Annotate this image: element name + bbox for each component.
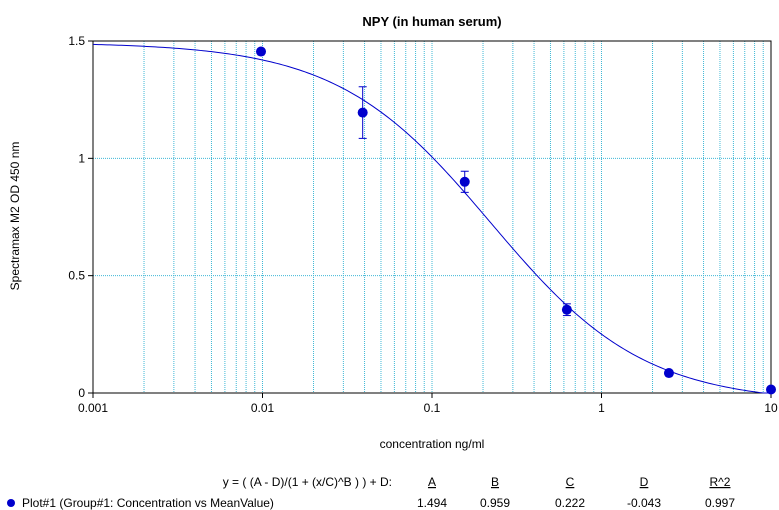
fit-parameters: A 1.494 B 0.959 C 0.222 D -0.043 R^2 0.997 [417,475,735,510]
param-value: 0.222 [555,496,585,510]
param-header: B [491,475,499,489]
fit-equation: y = ( (A - D)/(1 + (x/C)^B ) ) + D: [223,475,392,489]
grid [93,41,771,393]
param-value: 1.494 [417,496,447,510]
data-points [256,46,776,395]
data-point [459,176,470,187]
y-axis-label: Spectramax M2 OD 450 nm [8,142,22,291]
data-point [357,107,368,118]
param-value: -0.043 [627,496,661,510]
fit-curve [92,43,771,394]
legend-marker [7,499,15,507]
x-tick-label: 0.1 [424,401,441,415]
param-value: 0.959 [480,496,510,510]
y-tick-label: 0 [78,386,85,400]
legend-series-name: Plot#1 (Group#1: Concentration vs MeanVa… [22,496,274,510]
x-tick-label: 0.01 [251,401,275,415]
chart-title: NPY (in human serum) [362,14,501,29]
y-tick-label: 0.5 [68,269,85,283]
x-tick-label: 1 [598,401,605,415]
y-tick-label: 1 [78,151,85,165]
x-tick-label: 0.001 [78,401,108,415]
fit-curve-layer [92,43,771,394]
data-point [766,384,776,395]
data-point [256,46,267,57]
param-header: R^2 [710,475,731,489]
data-point [561,304,572,315]
x-axis-label: concentration ng/ml [380,437,485,451]
param-header: D [640,475,649,489]
data-point [663,368,674,379]
param-header: A [428,475,436,489]
param-value: 0.997 [705,496,735,510]
x-tick-label: 10 [764,401,778,415]
axis-ticks: 0.001 0.01 0.1 1 10 0 0.5 1 1.5 [68,34,778,415]
y-tick-label: 1.5 [68,34,85,48]
param-header: C [566,475,575,489]
